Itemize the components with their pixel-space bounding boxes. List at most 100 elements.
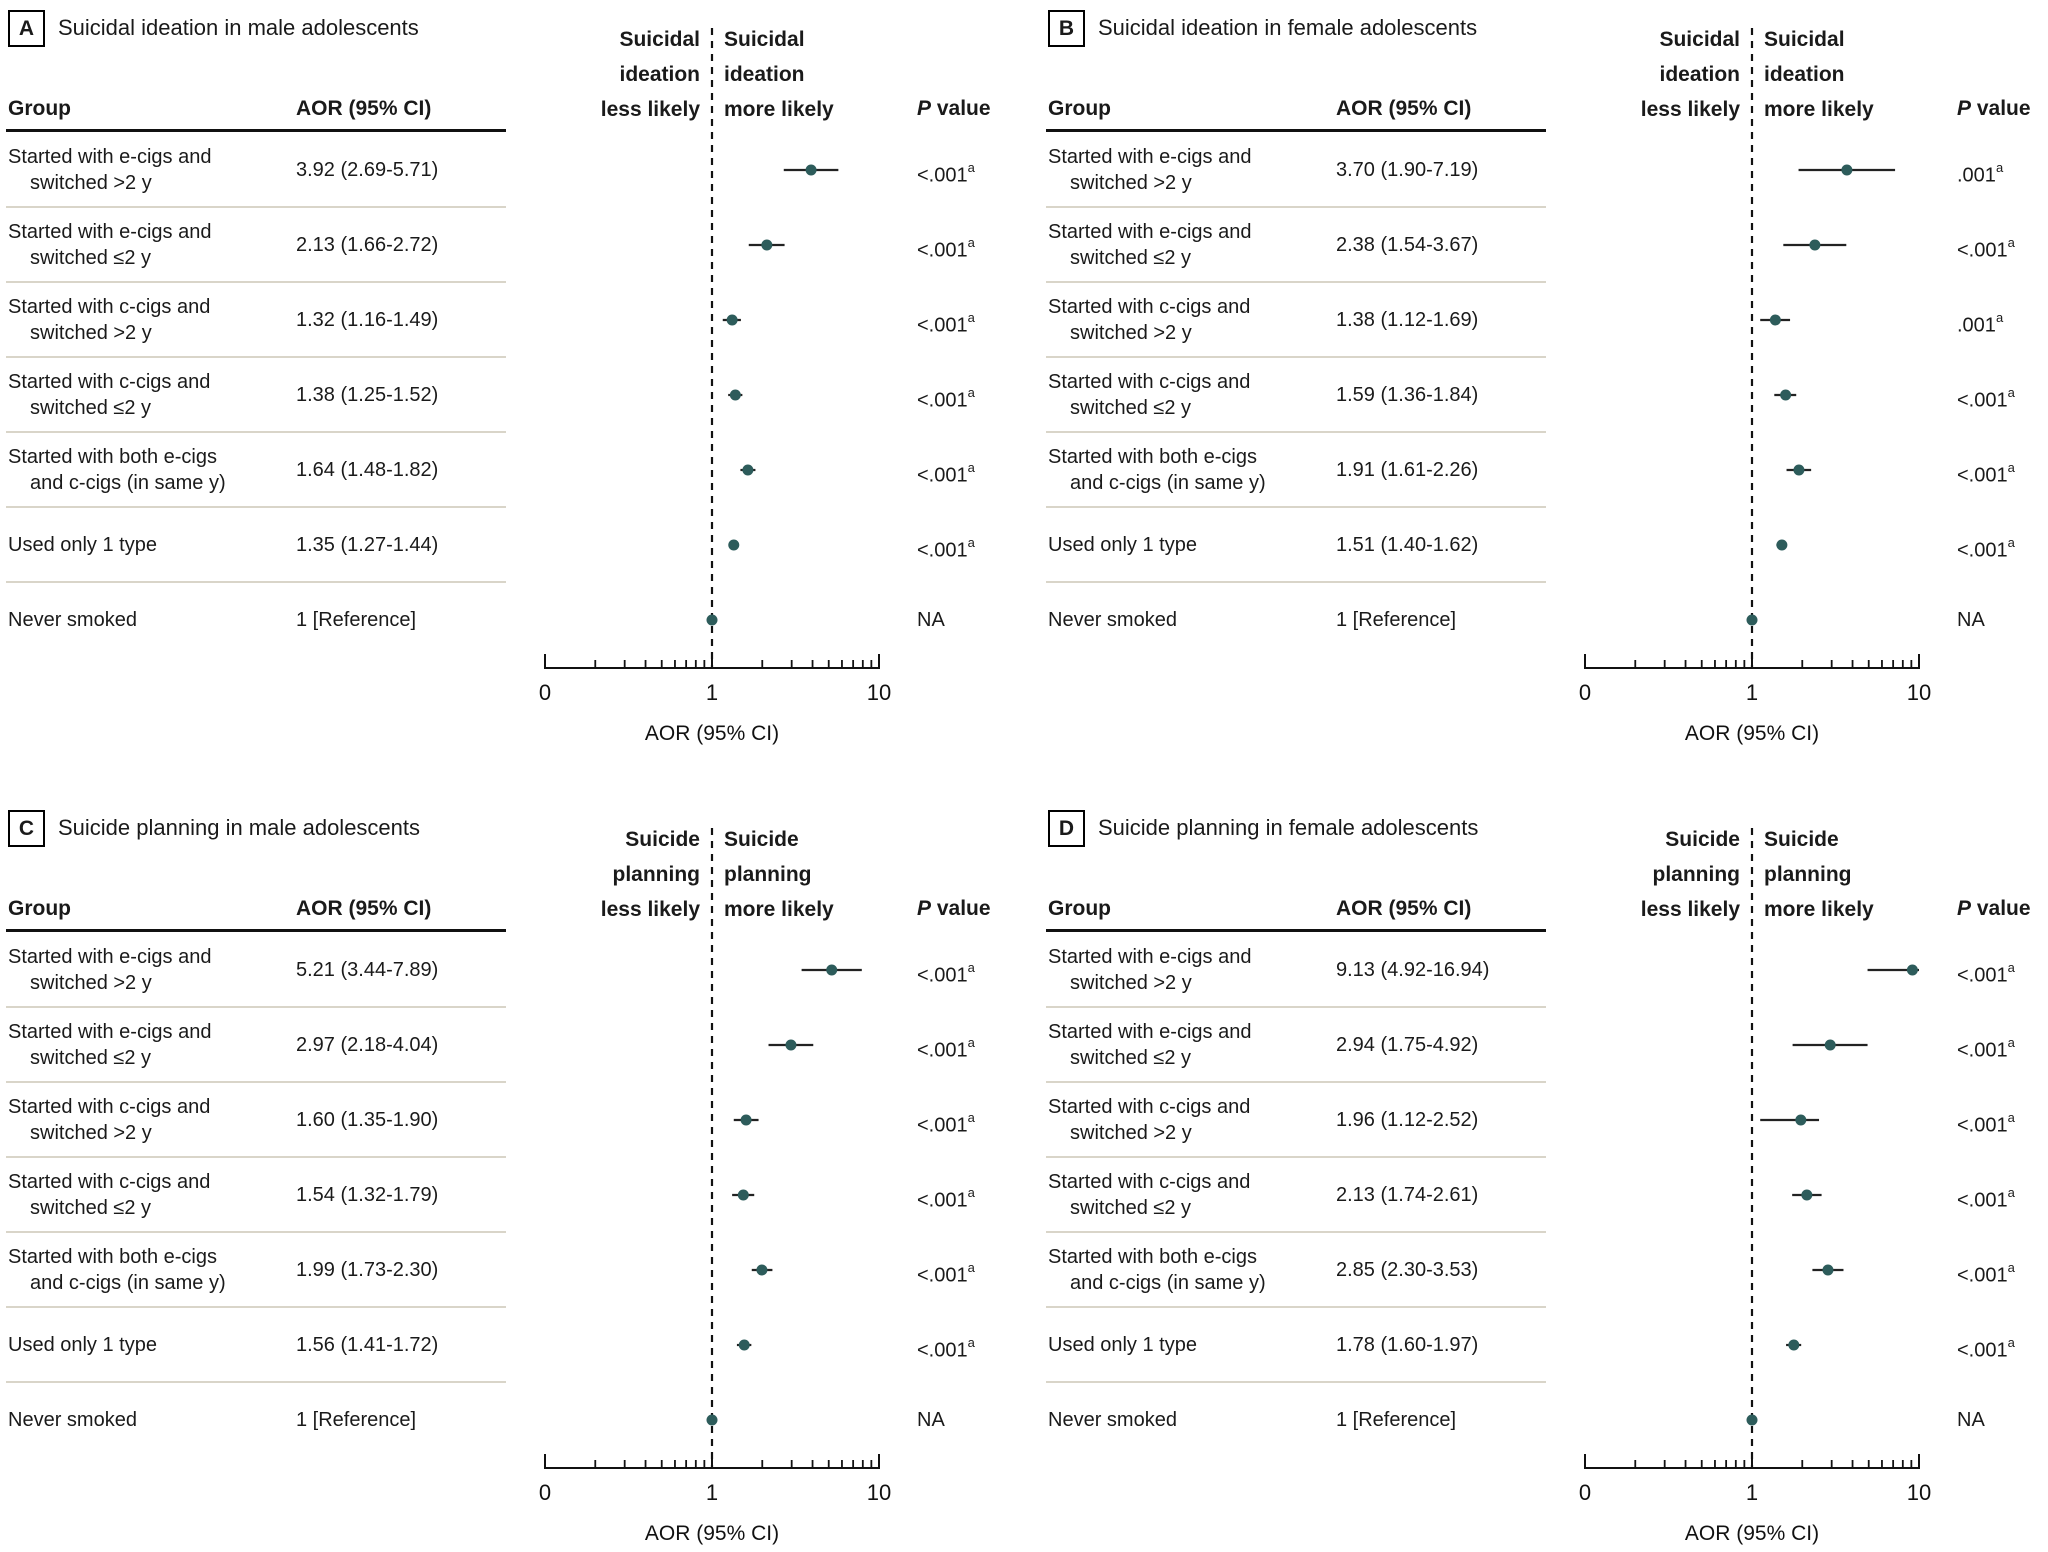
axis-tick-label: 1 bbox=[1746, 1480, 1758, 1505]
p-value-text: NA bbox=[1957, 1409, 1985, 1431]
forest-dot bbox=[729, 389, 741, 401]
p-value-text: <.001 bbox=[1957, 389, 2008, 412]
p-value: <.001a bbox=[917, 956, 975, 987]
p-value-text: <.001 bbox=[1957, 1264, 2008, 1287]
group-column-header: Group bbox=[8, 97, 71, 120]
p-value-text: <.001 bbox=[1957, 1189, 2008, 1212]
p-value: <.001a bbox=[917, 1331, 975, 1362]
aor-ci-value: 2.13 (1.66-2.72) bbox=[296, 234, 439, 256]
p-value-superscript: a bbox=[967, 535, 975, 550]
panel-title: Suicidal ideation in female adolescents bbox=[1098, 15, 1478, 40]
p-header-italic: P bbox=[917, 897, 932, 920]
p-value: <.001a bbox=[917, 1256, 975, 1287]
group-label-line: Used only 1 type bbox=[1048, 1334, 1197, 1356]
forest-dot bbox=[1824, 1039, 1836, 1051]
p-value-text: <.001 bbox=[917, 1339, 968, 1362]
p-value-text: <.001 bbox=[917, 389, 968, 412]
p-header-italic: P bbox=[1957, 97, 1972, 120]
group-label-line: switched ≤2 y bbox=[1070, 1047, 1192, 1069]
direction-right-line: more likely bbox=[1764, 898, 1874, 921]
row-separator bbox=[6, 1231, 506, 1233]
forest-dot bbox=[1746, 614, 1758, 626]
group-label-line: Started with c-cigs and bbox=[1048, 1096, 1251, 1118]
p-value-superscript: a bbox=[2007, 460, 2015, 475]
aor-ci-value: 1.51 (1.40-1.62) bbox=[1336, 534, 1479, 556]
direction-left-line: less likely bbox=[600, 898, 700, 921]
panel-title: Suicidal ideation in male adolescents bbox=[58, 15, 419, 40]
group-label-line: Started with c-cigs and bbox=[1048, 1171, 1251, 1193]
p-value-text: .001 bbox=[1957, 314, 1996, 337]
p-value: <.001a bbox=[1957, 1181, 2015, 1212]
group-label-line: Never smoked bbox=[8, 609, 137, 631]
group-label: Started with e-cigs and switched ≤2 y bbox=[8, 1005, 211, 1085]
axis-label: AOR (95% CI) bbox=[1685, 1522, 1819, 1545]
p-value-text: <.001 bbox=[917, 539, 968, 562]
group-label-line: Started with both e-cigs bbox=[1048, 1246, 1257, 1268]
p-value: <.001a bbox=[917, 156, 975, 187]
p-header-rest: value bbox=[931, 897, 991, 920]
row-separator bbox=[1046, 1156, 1546, 1158]
p-value-superscript: a bbox=[967, 460, 975, 475]
aor-ci-value: 1 [Reference] bbox=[1336, 609, 1457, 631]
group-label-line: switched >2 y bbox=[30, 1122, 152, 1144]
p-value: <.001a bbox=[1957, 1106, 2015, 1137]
axis-tick-label: 10 bbox=[867, 1480, 891, 1505]
p-value-superscript: a bbox=[2007, 385, 2015, 400]
aor-ci-value: 2.94 (1.75-4.92) bbox=[1336, 1034, 1479, 1056]
row-separator bbox=[1046, 431, 1546, 433]
p-value: .001a bbox=[1957, 156, 2004, 187]
row-separator bbox=[1046, 1081, 1546, 1083]
p-header-rest: value bbox=[1971, 97, 2031, 120]
group-label-line: Used only 1 type bbox=[8, 1334, 157, 1356]
p-value: <.001a bbox=[917, 1031, 975, 1062]
p-value-text: <.001 bbox=[1957, 464, 2008, 487]
p-value: NA bbox=[917, 606, 945, 634]
p-value-superscript: a bbox=[967, 1110, 975, 1125]
direction-right-line: ideation bbox=[1764, 63, 1845, 86]
row-separator bbox=[6, 506, 506, 508]
p-value-superscript: a bbox=[2007, 1035, 2015, 1050]
group-label: Used only 1 type bbox=[8, 505, 157, 585]
forest-dot bbox=[1795, 1114, 1807, 1126]
group-label: Started with e-cigs and switched >2 y bbox=[8, 930, 211, 1010]
direction-right-line: planning bbox=[724, 863, 812, 886]
aor-ci-value: 1.38 (1.25-1.52) bbox=[296, 384, 439, 406]
aor-column-header: AOR (95% CI) bbox=[1336, 897, 1472, 920]
table-header-rule bbox=[6, 929, 506, 932]
p-value-text: <.001 bbox=[917, 314, 968, 337]
forest-dot bbox=[728, 539, 740, 551]
p-value-text: .001 bbox=[1957, 164, 1996, 187]
axis-tick-label: 0 bbox=[1579, 680, 1591, 705]
p-value-superscript: a bbox=[1995, 160, 2004, 175]
direction-left-line: less likely bbox=[600, 98, 700, 121]
p-value-text: <.001 bbox=[917, 1114, 968, 1137]
p-value: <.001a bbox=[1957, 231, 2015, 262]
p-value: <.001a bbox=[1957, 1331, 2015, 1362]
group-label: Started with both e-cigs and c-cigs (in s… bbox=[8, 430, 226, 510]
p-value-superscript: a bbox=[2007, 1185, 2015, 1200]
p-value-superscript: a bbox=[967, 385, 975, 400]
group-label-line: Used only 1 type bbox=[8, 534, 157, 556]
p-value-superscript: a bbox=[2007, 960, 2015, 975]
aor-ci-value: 1.99 (1.73-2.30) bbox=[296, 1259, 439, 1281]
p-value: <.001a bbox=[917, 306, 975, 337]
aor-ci-value: 3.70 (1.90-7.19) bbox=[1336, 159, 1479, 181]
direction-header-more-likely: Suicidal ideation more likely bbox=[724, 22, 964, 127]
group-label: Started with c-cigs and switched ≤2 y bbox=[1048, 355, 1250, 435]
forest-dot bbox=[1746, 1414, 1758, 1426]
p-value: <.001a bbox=[917, 456, 975, 487]
direction-right-line: Suicidal bbox=[724, 28, 805, 51]
direction-right-line: Suicide bbox=[724, 828, 799, 851]
panel-A: A Suicidal ideation in male adolescents Gr… bbox=[0, 0, 1024, 776]
table-header-rule bbox=[6, 129, 506, 132]
group-label-line: Started with e-cigs and bbox=[8, 146, 212, 168]
p-value-text: <.001 bbox=[917, 1039, 968, 1062]
group-label-line: Started with c-cigs and bbox=[8, 296, 211, 318]
group-label-line: switched >2 y bbox=[1070, 172, 1192, 194]
aor-ci-value: 1.96 (1.12-2.52) bbox=[1336, 1109, 1479, 1131]
row-separator bbox=[1046, 1231, 1546, 1233]
row-separator bbox=[1046, 581, 1546, 583]
aor-ci-value: 2.13 (1.74-2.61) bbox=[1336, 1184, 1479, 1206]
row-separator bbox=[6, 581, 506, 583]
row-separator bbox=[6, 1006, 506, 1008]
